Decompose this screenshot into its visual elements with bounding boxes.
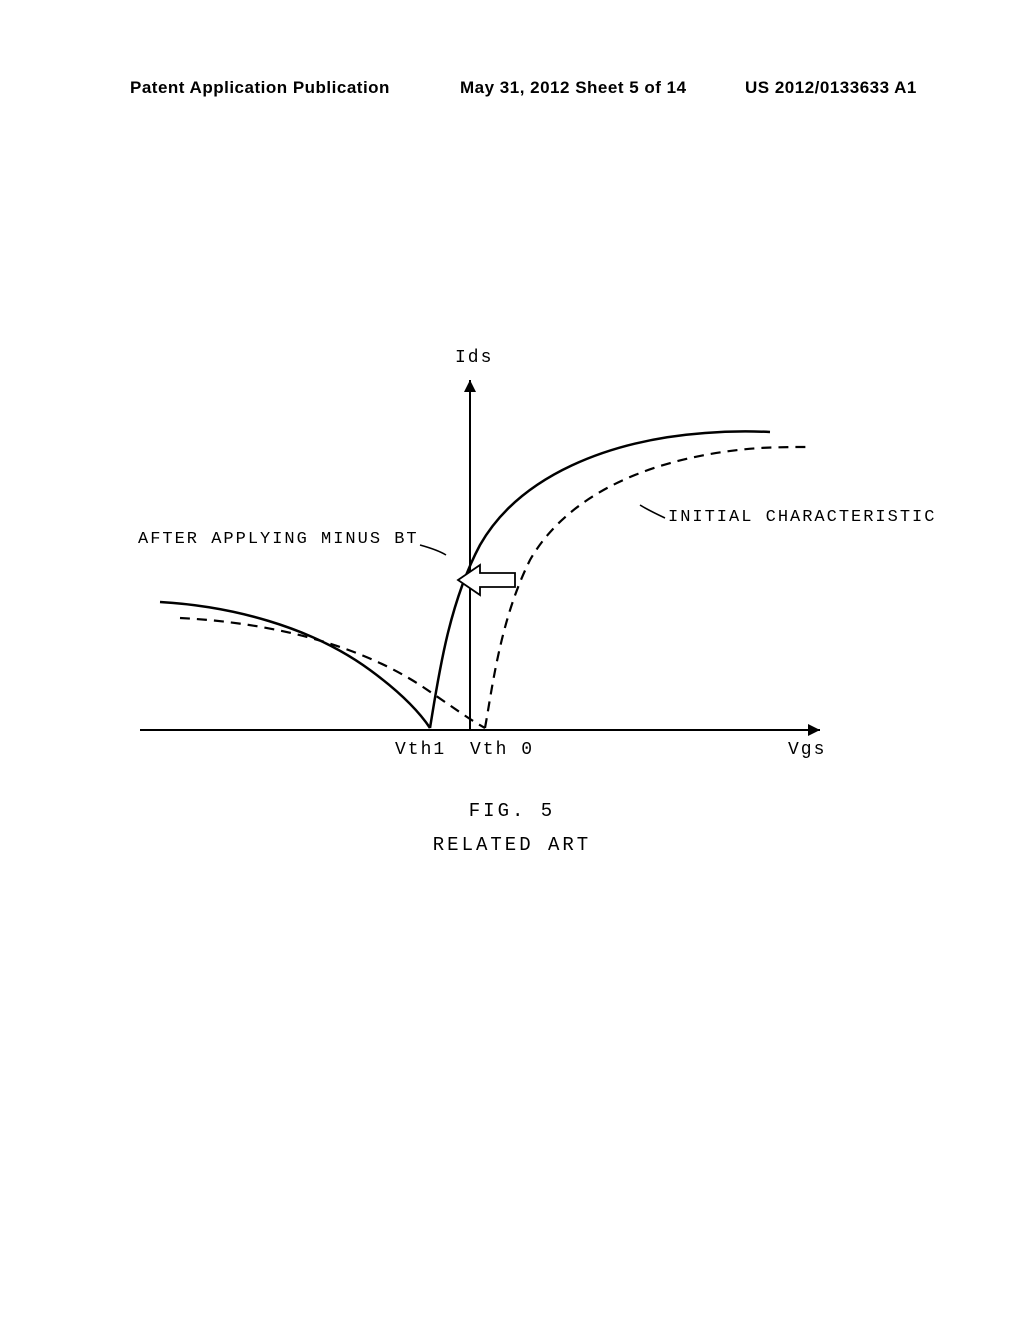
y-axis-label: Ids <box>455 348 493 368</box>
leader-initial <box>640 505 665 518</box>
curve-initial-right <box>485 447 810 728</box>
x-axis-label: Vgs <box>788 740 826 760</box>
label-after: AFTER APPLYING MINUS BT <box>138 530 419 549</box>
ids-vgs-chart: Ids Vgs Vth1 Vth 0 INITIAL CHARACTERISTI… <box>120 350 900 810</box>
figure-label: FIG. 5 <box>0 800 1024 822</box>
xtick-vth1: Vth1 <box>395 740 446 760</box>
leader-after <box>420 545 446 555</box>
header-center: May 31, 2012 Sheet 5 of 14 <box>460 78 687 98</box>
figure-sublabel: RELATED ART <box>0 834 1024 856</box>
label-initial: INITIAL CHARACTERISTIC <box>668 508 936 527</box>
x-axis-arrowhead <box>808 724 820 736</box>
page: Patent Application Publication May 31, 2… <box>0 0 1024 1320</box>
header-left: Patent Application Publication <box>130 78 390 98</box>
shift-arrow <box>458 565 515 595</box>
xtick-vth0: Vth 0 <box>470 740 534 760</box>
header-right: US 2012/0133633 A1 <box>745 78 917 98</box>
curve-after-left <box>160 602 430 728</box>
y-axis-arrowhead <box>464 380 476 392</box>
